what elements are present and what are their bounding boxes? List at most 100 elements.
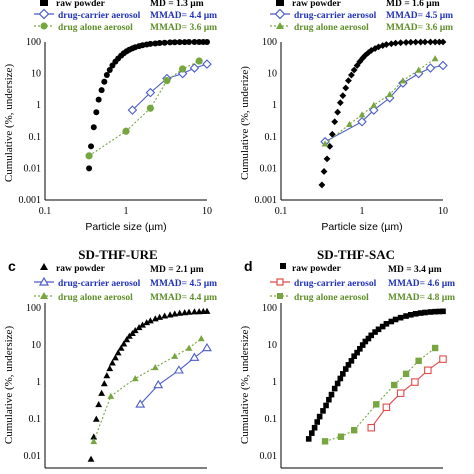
- legend-carrier-label-c: drug-carrier aerosol: [58, 279, 141, 289]
- stat-alone-mmad-c: MMAD= 4.4 µm: [150, 293, 217, 303]
- xtick-b-2: 10: [438, 206, 448, 217]
- xtick-a-2: 10: [202, 206, 212, 217]
- data-point-c-0-19: [143, 319, 151, 326]
- series-line-d-1: [370, 358, 444, 429]
- data-point-b-0-9: [342, 84, 350, 92]
- panel-c-yticks: 100 10 1 0.1 0.01: [24, 303, 42, 462]
- data-point-d-2-0: [321, 438, 329, 445]
- panel-a-xticks: 0.1 1 10: [39, 206, 212, 217]
- data-point-a-0-31: [196, 39, 203, 45]
- data-point-d-0-26: [383, 321, 390, 327]
- data-point-d-0-14: [345, 362, 352, 368]
- stat-md-c: MD = 2.1 µm: [150, 265, 204, 275]
- panel-b-ylabel: Cumulative (%, underize): [239, 66, 251, 180]
- data-point-a-1-1: [145, 87, 156, 98]
- legend-raw-label-b: raw powder: [292, 0, 342, 9]
- panel-a-ylabel: Cumulative (%, undersize): [3, 64, 15, 183]
- data-point-b-0-24: [392, 39, 400, 47]
- panel-a-yticks: 100 10 1 0.1 0.01 0.001: [19, 37, 42, 206]
- data-point-c-0-29: [191, 308, 198, 315]
- data-point-c-1-0: [135, 399, 146, 408]
- data-point-a-0-23: [156, 39, 163, 46]
- data-point-a-2-1: [122, 127, 130, 135]
- panel-b-xticks: 0.1 1 10: [275, 206, 448, 217]
- data-point-a-0-28: [181, 39, 188, 46]
- data-point-a-0-2: [90, 124, 97, 131]
- data-point-c-1-2: [173, 365, 184, 374]
- data-point-d-0-2: [311, 424, 318, 431]
- legend-alone-label-a: drug alone aerosol: [58, 23, 133, 33]
- panel-b: raw powder drug-carrier aerosol drug alo…: [239, 0, 453, 233]
- data-point-c-0-32: [203, 307, 211, 314]
- data-point-b-0-10: [345, 77, 352, 85]
- data-point-b-0-0: [318, 181, 326, 189]
- data-point-d-1-3: [411, 378, 419, 386]
- data-point-d-0-11: [337, 375, 344, 382]
- data-point-d-0-4: [316, 413, 323, 420]
- data-point-d-0-32: [412, 311, 419, 317]
- panel-d-title: SD-THF-SAC: [317, 247, 395, 262]
- panel-d-stats: MD = 3.4 µm MMAD= 4.6 µm MMAD= 4.8 µm: [388, 265, 455, 303]
- data-point-b-0-32: [431, 38, 439, 46]
- panel-b-stats: MD = 1.6 µm MMAD= 4.5 µm MMAD= 3.6 µm: [386, 0, 453, 33]
- data-point-c-0-12: [120, 340, 128, 347]
- data-point-b-0-2: [323, 155, 331, 163]
- ytick-b-0: 100: [262, 37, 277, 48]
- data-point-c-1-4: [202, 342, 212, 352]
- data-point-c-2-2: [131, 375, 139, 382]
- legend-carrier-label-d: drug-carrier aerosol: [294, 279, 377, 289]
- panel-d-ylabel: Cumulative (%, undersize): [239, 326, 251, 445]
- ytick-d-3: 0.1: [265, 414, 278, 425]
- panel-c: c SD-THF-URE raw powder drug-carrier aer…: [3, 247, 217, 469]
- data-point-d-0-28: [392, 316, 399, 323]
- data-point-b-2-4: [386, 90, 394, 98]
- data-point-a-2-3: [163, 77, 171, 85]
- data-point-c-1-3: [189, 352, 200, 361]
- data-point-c-0-4: [98, 389, 106, 396]
- xtick-b-0: 0.1: [275, 206, 288, 217]
- data-point-b-2-6: [415, 66, 423, 73]
- data-point-b-0-7: [336, 99, 344, 107]
- legend-alone-label-c: drug alone aerosol: [58, 293, 133, 303]
- stat-carrier-mmad-c: MMAD= 4.5 µm: [150, 279, 217, 289]
- stat-carrier-mmad-a: MMAD= 4.4 µm: [150, 11, 217, 21]
- data-point-c-2-1: [107, 392, 115, 399]
- data-point-d-1-0: [367, 423, 375, 432]
- data-point-c-0-3: [95, 400, 103, 408]
- panel-d-legend: raw powder drug-carrier aerosol drug alo…: [270, 263, 377, 303]
- data-point-a-0-21: [147, 40, 154, 47]
- data-point-d-1-1: [382, 403, 391, 412]
- panel-b-legend: raw powder drug-carrier aerosol drug alo…: [270, 0, 377, 33]
- panel-a: raw powder drug-carrier aerosol drug alo…: [3, 0, 217, 233]
- data-point-a-0-0: [86, 165, 93, 172]
- data-point-d-0-24: [375, 326, 382, 333]
- ytick-d-1: 10: [267, 340, 277, 351]
- data-point-d-0-29: [397, 314, 404, 321]
- ytick-b-3: 0.1: [265, 132, 278, 143]
- data-point-a-1-5: [202, 59, 212, 69]
- stat-alone-mmad-d: MMAD= 4.8 µm: [388, 293, 455, 303]
- data-point-c-0-13: [123, 336, 131, 343]
- panel-c-title: SD-THF-URE: [78, 247, 157, 262]
- data-point-b-1-2: [369, 105, 379, 115]
- ytick-d-2: 1: [272, 377, 277, 388]
- xtick-a-0: 0.1: [39, 206, 52, 217]
- legend-raw-marker-c: [40, 263, 48, 270]
- ytick-a-5: 0.001: [19, 195, 42, 206]
- panel-c-letter: c: [8, 258, 16, 274]
- data-point-d-0-7: [326, 396, 332, 403]
- data-point-b-0-23: [387, 40, 395, 48]
- data-point-d-0-19: [359, 342, 366, 348]
- data-point-d-2-5: [402, 370, 410, 378]
- ytick-b-4: 0.01: [260, 163, 278, 174]
- data-point-b-1-7: [438, 60, 448, 71]
- data-point-d-0-27: [388, 318, 395, 325]
- data-point-c-0-26: [176, 309, 184, 316]
- xtick-a-1: 1: [124, 206, 129, 217]
- data-point-b-0-5: [331, 118, 339, 126]
- legend-raw-label-c: raw powder: [56, 264, 106, 274]
- data-point-d-0-9: [331, 385, 338, 392]
- data-point-d-1-5: [439, 355, 447, 363]
- data-point-b-0-33: [435, 38, 443, 46]
- ytick-a-0: 100: [26, 37, 41, 48]
